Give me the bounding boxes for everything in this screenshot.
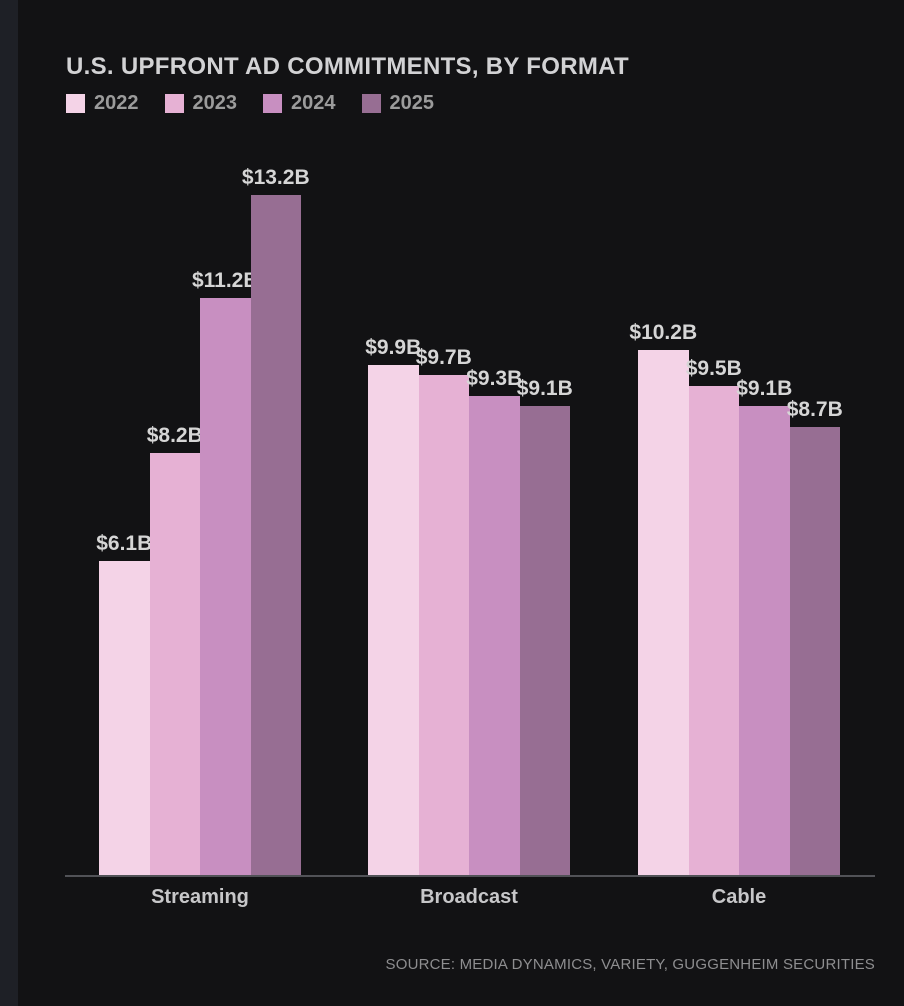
bar-2024-broadcast — [469, 396, 520, 875]
legend-label: 2022 — [94, 92, 139, 114]
legend-item-2022: 2022 — [66, 93, 139, 113]
bar-2024-streaming — [200, 298, 251, 875]
legend-label: 2024 — [291, 92, 336, 114]
bar-2022-cable — [638, 349, 689, 875]
legend-swatch — [164, 93, 184, 113]
left-edge-strip — [0, 0, 18, 1006]
legend-item-2023: 2023 — [164, 92, 238, 114]
bar-value-label-2025-streaming: $13.2B — [241, 166, 310, 190]
legend-label: 2023 — [192, 92, 238, 114]
legend-item-2024: 2024 — [263, 93, 336, 113]
bar-group-streaming: $6.1B $8.2B $11.2B $13.2B Streaming — [96, 150, 309, 907]
bar-value-label-2022-broadcast: $9.9B — [365, 336, 422, 360]
plot-area: $6.1B $8.2B $11.2B $13.2B Streaming $9.9B $9.7… — [65, 150, 875, 907]
bar-2024-cable — [739, 406, 790, 875]
bar-2025-cable — [789, 426, 840, 875]
legend-label: 2025 — [389, 92, 435, 114]
bar-2022-broadcast — [368, 365, 419, 875]
legend: 2022 2023 2024 2025 — [66, 93, 434, 113]
bar-value-label-2023-cable: $9.5B — [685, 356, 742, 380]
bar-value-label-2022-streaming: $6.1B — [96, 531, 153, 555]
bar-group-cable: $10.2B $9.5B $9.1B $8.7B Cable — [629, 150, 843, 907]
category-label-broadcast: Broadcast — [420, 886, 518, 908]
legend-swatch — [66, 93, 85, 113]
legend-item-2025: 2025 — [361, 92, 435, 114]
bar-value-label-2025-broadcast: $9.1B — [516, 377, 573, 401]
bar-value-label-2024-streaming: $11.2B — [191, 269, 259, 293]
bar-value-label-2023-streaming: $8.2B — [146, 423, 203, 447]
legend-swatch — [361, 93, 381, 113]
bar-group-broadcast: $9.9B $9.7B $9.3B $9.1B Broadcast — [365, 150, 573, 907]
source-attribution: SOURCE: MEDIA DYNAMICS, VARIETY, GUGGENH… — [385, 956, 875, 973]
category-label-cable: Cable — [711, 886, 767, 908]
bar-2023-streaming — [149, 452, 200, 875]
bar-2025-broadcast — [519, 406, 570, 875]
bar-2022-streaming — [99, 560, 150, 875]
bar-value-label-2024-broadcast: $9.3B — [466, 367, 523, 391]
bar-2023-broadcast — [418, 375, 469, 875]
chart-title: U.S. UPFRONT AD COMMITMENTS, BY FORMAT — [66, 53, 629, 80]
bar-value-label-2025-cable: $8.7B — [786, 397, 843, 421]
bar-value-label-2023-broadcast: $9.7B — [415, 346, 472, 370]
bar-2025-streaming — [250, 195, 301, 875]
bar-value-label-2022-cable: $10.2B — [629, 320, 698, 344]
bar-2023-cable — [688, 385, 739, 875]
bar-value-label-2024-cable: $9.1B — [736, 377, 793, 401]
category-label-streaming: Streaming — [151, 886, 249, 908]
legend-swatch — [263, 93, 282, 113]
